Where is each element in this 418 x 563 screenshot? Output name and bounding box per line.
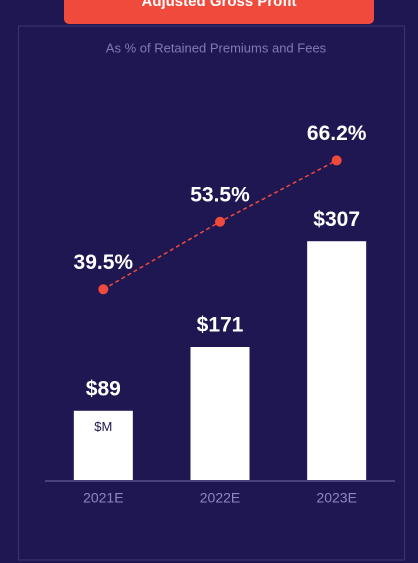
panel-border bbox=[18, 25, 405, 561]
x-tick-label: 2023E bbox=[316, 490, 356, 506]
bar bbox=[307, 241, 367, 480]
line-value-label: 66.2% bbox=[307, 122, 367, 145]
bar-value-label: $89 bbox=[86, 377, 121, 400]
chart-subtitle: As % of Retained Premiums and Fees bbox=[106, 40, 327, 55]
bar bbox=[190, 347, 250, 480]
title-banner bbox=[64, 0, 374, 24]
x-tick-label: 2021E bbox=[83, 490, 123, 506]
bar bbox=[73, 410, 133, 480]
x-tick-label: 2022E bbox=[200, 490, 240, 506]
unit-label: $M bbox=[94, 419, 112, 434]
line-value-label: 53.5% bbox=[190, 183, 250, 206]
line-point bbox=[331, 155, 342, 166]
line-point bbox=[98, 284, 109, 295]
bar-value-label: $307 bbox=[313, 208, 360, 231]
line-value-label: 39.5% bbox=[74, 251, 134, 274]
line-point bbox=[215, 216, 225, 227]
bar-value-label: $171 bbox=[197, 314, 244, 337]
chart-title: Adjusted Gross Profit bbox=[141, 0, 296, 10]
